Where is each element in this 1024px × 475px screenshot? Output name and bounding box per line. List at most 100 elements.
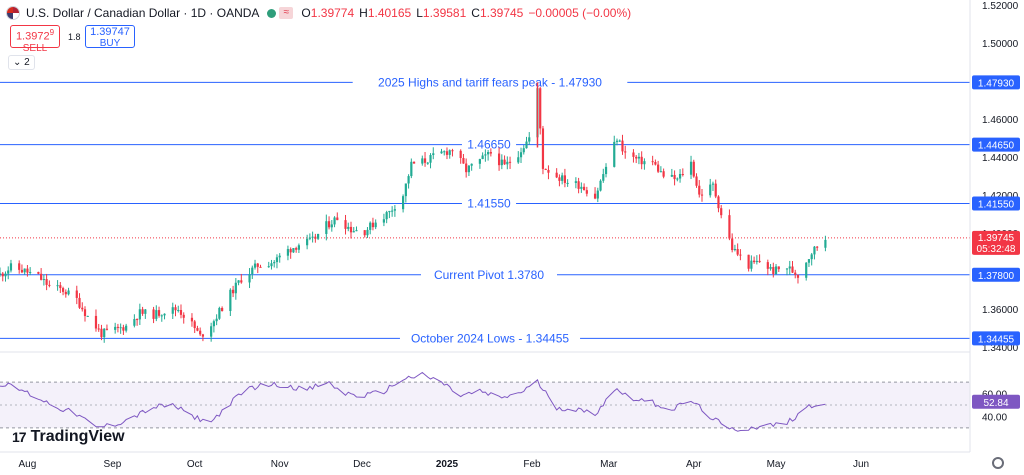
candle-body xyxy=(382,219,386,223)
candle-body xyxy=(122,327,125,331)
candle-body xyxy=(599,180,602,191)
sell-button[interactable]: 1.39729 SELL xyxy=(10,25,60,54)
close-value: 1.39745 xyxy=(479,6,524,20)
level-label-bg xyxy=(399,331,581,346)
eye-icon[interactable] xyxy=(267,8,277,18)
candle-body xyxy=(805,262,808,278)
candle-body xyxy=(308,237,311,239)
time-axis-tick-label: Jun xyxy=(853,459,869,470)
price-axis-tick-label: 1.34000 xyxy=(982,343,1019,354)
level-label: 2025 Highs and tariff fears peak - 1.479… xyxy=(378,75,602,89)
candle-body xyxy=(278,255,281,258)
time-axis-tick-label: May xyxy=(767,459,786,470)
time-axis-tick-label: Mar xyxy=(600,459,618,470)
last-price-label: 1.39745 xyxy=(978,233,1015,244)
level-tag-label: 1.41550 xyxy=(978,200,1015,211)
candle-body xyxy=(558,177,561,181)
candle-body xyxy=(59,285,62,289)
candle-body xyxy=(289,249,292,253)
level-tag xyxy=(972,331,1020,346)
candle-body xyxy=(251,267,254,275)
tradingview-logo: 17 TradingView xyxy=(12,428,125,446)
rsi-pane xyxy=(0,371,970,432)
candle-body xyxy=(635,156,638,159)
candle-body xyxy=(388,210,391,213)
candle-body xyxy=(259,266,262,268)
candle-body xyxy=(440,151,443,154)
gear-icon[interactable] xyxy=(992,457,1004,469)
spread-value: 1.8 xyxy=(68,32,81,42)
level-label: October 2024 Lows - 1.34455 xyxy=(411,331,569,345)
candle-body xyxy=(624,151,627,153)
price-axis-tick-label: 1.50000 xyxy=(982,39,1019,50)
candle-body xyxy=(212,321,215,327)
candle-body xyxy=(306,238,309,246)
candle-body xyxy=(314,236,317,239)
candle-body xyxy=(336,217,339,221)
candle-body xyxy=(448,150,451,155)
candle-body xyxy=(698,185,701,195)
candle-body xyxy=(508,161,512,163)
candle-body xyxy=(330,224,333,228)
candle-body xyxy=(48,284,51,286)
candle-body xyxy=(119,327,122,329)
time-axis-tick-label: Feb xyxy=(523,459,541,470)
buy-label: BUY xyxy=(99,38,121,49)
candle-body xyxy=(423,158,427,163)
level-tag-label: 1.44650 xyxy=(978,141,1015,152)
candle-body xyxy=(407,176,410,184)
wave-icon[interactable]: ≈ xyxy=(279,7,294,19)
candle-body xyxy=(163,313,166,316)
candle-body xyxy=(689,161,693,175)
candle-body xyxy=(753,260,756,263)
level-label: Current Pivot 1.3780 xyxy=(434,268,544,282)
candle-body xyxy=(816,246,819,248)
level-label-bg xyxy=(352,75,628,90)
close-label: C xyxy=(471,6,480,20)
buy-price: 1.39747 xyxy=(90,26,130,38)
candle-body xyxy=(366,229,369,236)
candle-body xyxy=(467,165,471,173)
candle-body xyxy=(81,307,84,310)
candle-body xyxy=(522,148,525,153)
usd-cad-flag-icon xyxy=(6,6,20,20)
buy-button[interactable]: 1.39747 BUY xyxy=(85,25,135,49)
candle-body xyxy=(585,190,588,194)
candle-body xyxy=(75,290,78,298)
candle-body xyxy=(20,269,24,273)
candle-body xyxy=(344,220,347,229)
candle-body xyxy=(327,221,331,228)
candle-body xyxy=(695,176,698,186)
candle-body xyxy=(237,280,240,283)
level-label: 1.41550 xyxy=(467,197,511,211)
price-axis-tick-label: 1.42000 xyxy=(982,191,1019,202)
candle-body xyxy=(144,309,147,314)
symbol-title[interactable]: U.S. Dollar / Canadian Dollar · 1D · OAN… xyxy=(26,6,260,20)
candle-body xyxy=(810,254,813,260)
candle-body xyxy=(794,272,797,275)
candle-body xyxy=(256,263,259,267)
candle-body xyxy=(412,161,416,164)
candle-body xyxy=(352,231,355,233)
candle-body xyxy=(544,168,547,170)
candle-body xyxy=(506,161,509,165)
low-value: 1.39581 xyxy=(422,6,467,20)
candle-body xyxy=(1,273,4,277)
candle-body xyxy=(201,334,205,337)
candle-body xyxy=(497,153,501,166)
candle-body xyxy=(94,315,98,329)
last-price-tag xyxy=(972,230,1020,255)
candle-body xyxy=(500,159,503,166)
candle-body xyxy=(711,183,715,185)
indicators-toggle[interactable]: ⌄ 2 xyxy=(8,55,35,70)
candle-body xyxy=(391,210,394,212)
candle-body xyxy=(640,156,643,165)
candle-body xyxy=(363,230,366,236)
candle-body xyxy=(566,182,569,184)
candle-body xyxy=(618,140,621,142)
candle-body xyxy=(676,178,679,180)
tradingview-name: TradingView xyxy=(30,428,125,445)
candle-body xyxy=(489,152,492,154)
candle-body xyxy=(426,162,429,164)
